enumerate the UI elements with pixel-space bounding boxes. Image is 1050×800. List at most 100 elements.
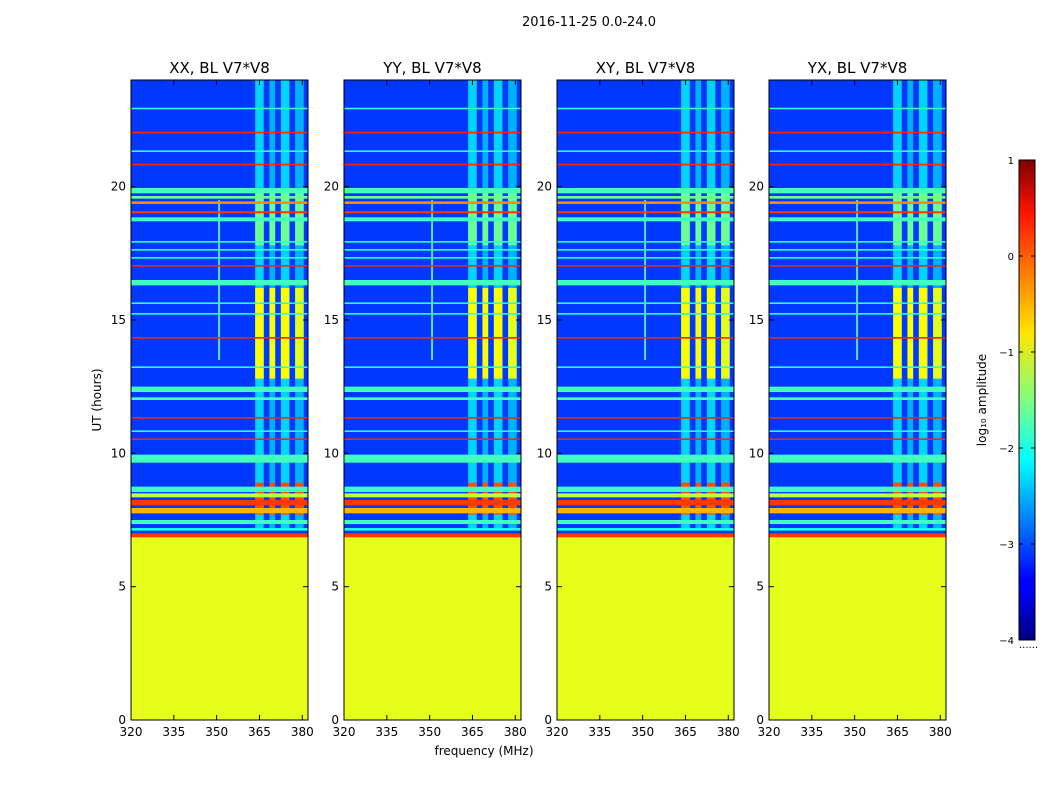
time-band <box>769 188 946 194</box>
rfi-block <box>907 288 914 379</box>
x-tick-label: 365 <box>886 725 909 739</box>
panel-frame <box>768 79 947 721</box>
colorbar-gradient <box>1018 159 1036 641</box>
x-tick-label: 335 <box>800 725 823 739</box>
colorbar-tick-label: −3 <box>999 540 1014 551</box>
time-band <box>344 302 521 304</box>
rfi-block <box>907 482 914 515</box>
time-band <box>557 454 734 463</box>
rfi-block <box>706 482 716 515</box>
rfi-block <box>721 288 730 379</box>
time-band <box>557 417 734 419</box>
rfi-block <box>493 288 503 379</box>
time-band <box>131 241 308 243</box>
heatmap-fill-region <box>131 536 308 720</box>
panel-title: YX, BL V7*V8 <box>807 59 908 77</box>
x-tick-label: 380 <box>929 725 952 739</box>
time-band <box>131 257 308 259</box>
rfi-block <box>681 482 690 515</box>
time-band <box>344 150 521 152</box>
time-band <box>131 533 308 538</box>
time-band <box>344 386 521 392</box>
time-band <box>344 188 521 194</box>
time-band <box>557 386 734 392</box>
time-band <box>557 313 734 315</box>
colorbar: 1 0 −1 −2 −3 −4 log₁₀ amplitude ...... <box>975 156 1038 651</box>
time-band <box>131 366 308 368</box>
time-band <box>131 131 308 134</box>
rfi-block <box>695 482 702 515</box>
time-band <box>557 486 734 492</box>
time-band <box>769 211 946 214</box>
time-band <box>769 486 946 492</box>
time-band <box>131 302 308 304</box>
rfi-block <box>482 288 489 379</box>
time-band <box>557 201 734 204</box>
time-band <box>557 528 734 531</box>
rfi-block <box>918 482 928 515</box>
time-band <box>131 438 308 440</box>
heatmap-image <box>557 80 734 720</box>
time-band <box>131 430 308 432</box>
panel-xy: XY, BL V7*V8 320 335 350 365 380 0 5 10 15 20 <box>537 59 740 739</box>
time-band <box>557 366 734 368</box>
rfi-block <box>918 288 928 379</box>
time-band <box>344 163 521 166</box>
time-band <box>344 397 521 400</box>
panel-title: XY, BL V7*V8 <box>596 59 696 77</box>
rfi-block <box>706 288 716 379</box>
time-band <box>131 211 308 214</box>
colorbar-label: log₁₀ amplitude <box>975 354 989 446</box>
time-band <box>557 397 734 400</box>
time-band <box>344 265 521 267</box>
colorbar-tick-label: 1 <box>1008 156 1014 167</box>
y-tick-label: 10 <box>324 446 339 460</box>
time-band <box>557 107 734 110</box>
x-tick-label: 320 <box>120 725 143 739</box>
time-band <box>344 454 521 463</box>
rfi-block <box>269 288 276 379</box>
time-band <box>769 265 946 267</box>
time-band <box>769 201 946 204</box>
time-band <box>557 249 734 251</box>
time-band <box>131 386 308 392</box>
time-band <box>131 520 308 524</box>
heatmap-fill-region <box>344 536 521 720</box>
time-band <box>131 337 308 339</box>
rfi-block <box>280 288 290 379</box>
colorbar-under-label: ...... <box>1019 640 1038 651</box>
time-band <box>344 337 521 339</box>
time-band <box>131 265 308 267</box>
time-band <box>769 163 946 166</box>
time-band <box>344 211 521 214</box>
time-band <box>769 386 946 392</box>
time-band <box>344 217 521 222</box>
y-axis-label: UT (hours) <box>90 368 104 431</box>
y-tick-label: 0 <box>331 713 339 727</box>
time-band <box>769 417 946 419</box>
x-tick-label: 350 <box>205 725 228 739</box>
time-band <box>557 217 734 222</box>
time-band <box>557 163 734 166</box>
time-band <box>557 241 734 243</box>
time-band <box>344 528 521 531</box>
time-band <box>557 188 734 194</box>
panel-xx: XX, BL V7*V8 320 335 350 365 380 0 5 10 15 20 <box>111 59 314 739</box>
time-band <box>344 131 521 134</box>
x-tick-label: 365 <box>461 725 484 739</box>
x-tick-label: 380 <box>504 725 527 739</box>
time-band <box>557 131 734 134</box>
colorbar-tick-label: −4 <box>999 636 1014 647</box>
y-tick-label: 5 <box>118 580 126 594</box>
panel-title: YY, BL V7*V8 <box>382 59 481 77</box>
heatmap-image <box>131 80 308 720</box>
rfi-block <box>468 482 477 515</box>
time-band <box>344 366 521 368</box>
time-band <box>557 211 734 214</box>
time-band <box>344 201 521 204</box>
panel-frame <box>343 79 522 721</box>
time-band <box>344 313 521 315</box>
rfi-block <box>295 288 304 379</box>
time-band <box>557 500 734 506</box>
